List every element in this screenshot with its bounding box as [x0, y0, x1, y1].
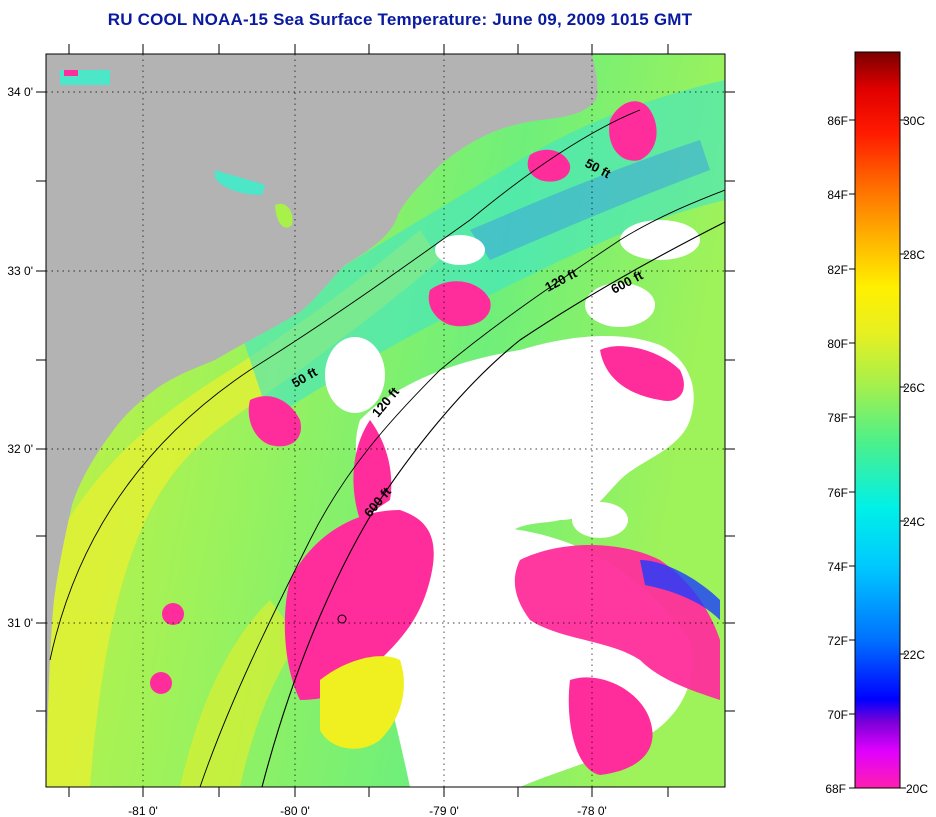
warm-water-patch — [180, 600, 300, 787]
cool-edge — [640, 560, 720, 620]
cloud-patch — [585, 283, 655, 327]
cool-water-streak — [470, 140, 710, 260]
map-frame — [45, 53, 726, 788]
isobath-600ft — [261, 221, 725, 787]
cold-patch — [428, 281, 491, 327]
colorbar-label-fahrenheit: 70F — [827, 708, 848, 722]
colorbar-label-celsius: 30C — [903, 114, 925, 128]
cold-patch — [609, 101, 657, 161]
isobath-120ft — [199, 189, 725, 787]
longitude-label: -80 0' — [280, 804, 310, 817]
buoy-marker — [337, 614, 347, 624]
cold-patch — [527, 149, 571, 182]
cold-patch — [162, 603, 184, 625]
colorbar-label-celsius: 20C — [906, 782, 928, 796]
colorbar-label-fahrenheit: 84F — [827, 188, 848, 202]
cold-patch — [568, 677, 653, 775]
map-tick-marks — [36, 44, 735, 797]
colorbar-label-celsius: 28C — [903, 248, 925, 262]
cold-patch — [600, 346, 684, 401]
warm-water-patch — [320, 656, 404, 749]
longitude-label: -81 0' — [128, 804, 158, 817]
latitude-label: 31 0' — [7, 616, 33, 630]
longitude-label: -79 0' — [429, 804, 459, 817]
latitude-label: 32 0' — [7, 442, 33, 456]
colorbar-label-fahrenheit: 82F — [827, 263, 848, 277]
inland-water-patch — [215, 170, 265, 195]
colorbar — [854, 51, 901, 789]
colorbar-label-fahrenheit: 80F — [827, 337, 848, 351]
cold-patch — [150, 672, 172, 694]
inland-water-patch — [64, 70, 78, 76]
colorbar-label-celsius: 22C — [903, 648, 925, 662]
isobath-50ft — [49, 109, 641, 661]
colorbar-label-fahrenheit: 86F — [827, 114, 848, 128]
cloud-patch — [435, 235, 485, 265]
colorbar-label-fahrenheit: 78F — [827, 411, 848, 425]
map-title: RU COOL NOAA-15 Sea Surface Temperature:… — [107, 10, 693, 29]
cold-patch — [353, 420, 392, 520]
cloud-patch — [325, 337, 385, 413]
colorbar-label-celsius: 24C — [903, 515, 925, 529]
land-mass — [46, 54, 598, 787]
colorbar-label-fahrenheit: 76F — [827, 486, 848, 500]
cloud-patch — [572, 502, 628, 538]
cloud-patch — [620, 220, 700, 260]
colorbar-label-fahrenheit: 72F — [827, 634, 848, 648]
colorbar-label-celsius: 26C — [903, 381, 925, 395]
inland-water-patch — [275, 203, 293, 228]
colorbar-label-fahrenheit: 74F — [827, 560, 848, 574]
cold-patch — [284, 510, 434, 700]
graticule — [46, 54, 725, 787]
colorbar-ticks — [849, 119, 906, 789]
colorbar-label-fahrenheit: 68F — [825, 782, 846, 796]
latitude-label: 33 0' — [7, 264, 33, 278]
cold-patch — [248, 396, 301, 447]
longitude-label: -78 0' — [577, 804, 607, 817]
sst-image — [46, 54, 725, 787]
latitude-label: 34 0' — [7, 85, 33, 99]
